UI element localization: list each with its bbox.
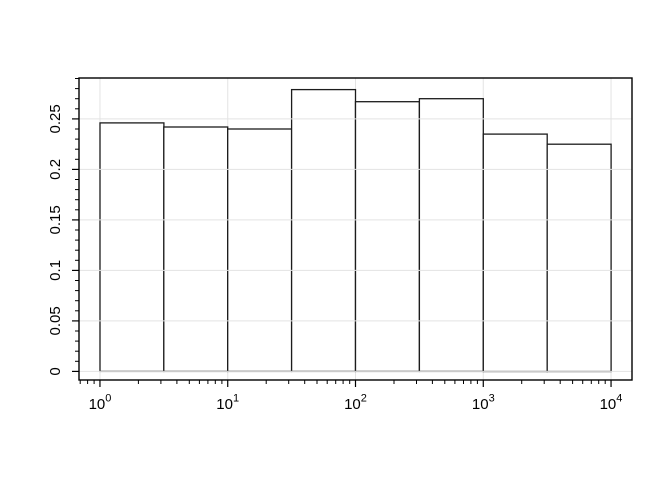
histogram-bar [354,101,421,373]
x-tick-label: 101 [216,393,239,414]
y-tick-label: 0.05 [47,306,64,335]
y-tick-label: 0.2 [47,159,64,180]
x-tick-label: 100 [89,393,112,414]
grid-horizontal-lines [79,118,632,372]
y-tick-label: 0.15 [47,205,64,234]
histogram-bars [99,88,612,373]
histogram-bar [99,122,165,373]
histogram-bar [546,143,612,373]
y-tick-label: 0.25 [47,104,64,133]
x-axis: 100 101 102 103 104 [79,380,623,414]
histogram-bar [290,88,357,373]
histogram-bar [227,128,293,373]
histogram-bar [482,133,548,373]
x-tick-label: 104 [600,393,623,414]
y-tick-label: 0.1 [47,260,64,281]
x-tick-label: 103 [472,393,495,414]
histogram-bar [163,126,229,373]
y-axis: 0 0.05 0.1 0.15 0.2 0.25 [47,78,79,376]
y-tick-label: 0 [47,367,64,375]
histogram-bar [418,98,484,373]
x-tick-label: 102 [344,393,367,414]
